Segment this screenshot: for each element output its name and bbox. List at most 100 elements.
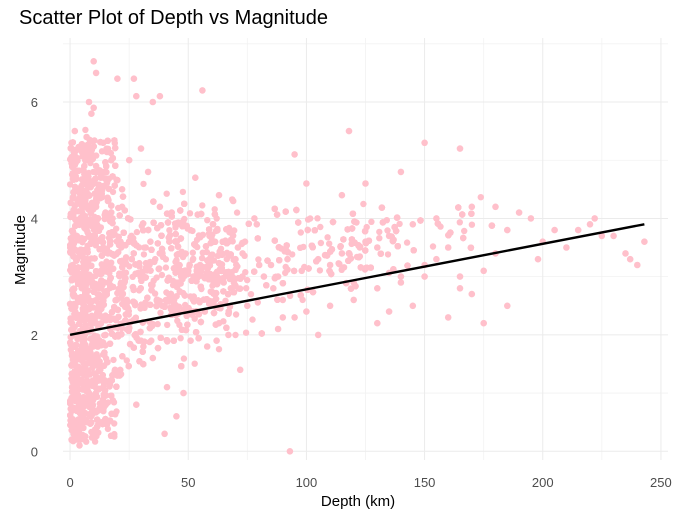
data-point (215, 191, 223, 199)
data-point (99, 244, 107, 251)
data-point (85, 98, 93, 106)
data-point (90, 395, 97, 403)
data-point (433, 215, 440, 222)
data-point (236, 366, 244, 374)
data-point (433, 255, 440, 263)
data-point (409, 221, 417, 228)
data-point (97, 279, 105, 286)
data-point (128, 232, 135, 240)
data-point (610, 232, 617, 240)
data-point (163, 383, 171, 391)
trend-line (69, 223, 645, 337)
data-point (345, 127, 353, 135)
data-point (227, 285, 235, 292)
data-point (90, 58, 97, 65)
data-point (251, 215, 258, 222)
data-point (314, 331, 322, 339)
data-point (338, 191, 346, 199)
data-point (284, 255, 291, 263)
data-point (203, 343, 211, 350)
data-point (591, 215, 598, 222)
data-point (634, 261, 641, 269)
data-point (69, 378, 76, 385)
x-tick-label: 0 (66, 475, 73, 490)
data-point (149, 98, 157, 106)
data-point (173, 413, 180, 420)
data-point (220, 279, 227, 286)
y-axis-label: Magnitude (12, 215, 29, 285)
data-point (234, 244, 242, 251)
data-point (215, 319, 223, 327)
data-point (626, 255, 634, 263)
data-point (144, 168, 152, 176)
data-point (229, 197, 237, 205)
data-point (185, 267, 192, 275)
data-point (298, 267, 306, 275)
data-point (83, 133, 90, 141)
data-point (137, 145, 145, 152)
x-tick-label: 100 (296, 475, 318, 490)
data-point (314, 255, 322, 263)
data-point (123, 296, 131, 304)
data-point (168, 209, 175, 216)
data-point (73, 436, 81, 443)
data-point (213, 337, 220, 345)
data-point (78, 424, 86, 432)
data-point (232, 255, 239, 263)
data-point (241, 238, 249, 245)
data-point (199, 87, 206, 94)
data-point (274, 325, 282, 333)
x-tick-label: 200 (532, 475, 554, 490)
data-point (385, 308, 393, 315)
data-point (206, 232, 213, 240)
data-point (480, 267, 488, 275)
data-point (130, 75, 138, 82)
y-tick-label: 6 (31, 95, 38, 110)
data-point (114, 372, 121, 379)
data-point (279, 296, 287, 304)
data-point (409, 302, 417, 310)
data-point (125, 156, 133, 164)
data-point (133, 92, 140, 100)
data-point (102, 209, 109, 216)
point-cloud (66, 126, 496, 445)
data-point (338, 250, 346, 257)
data-point (504, 302, 511, 310)
data-point (140, 343, 147, 350)
data-point (166, 238, 173, 245)
data-point (598, 232, 606, 240)
data-point (170, 308, 178, 315)
data-point (137, 337, 145, 345)
y-tick-label: 2 (31, 328, 38, 343)
data-point (279, 314, 287, 321)
data-point (92, 162, 100, 170)
data-point (480, 319, 488, 327)
data-point (253, 221, 261, 228)
data-point (118, 186, 126, 193)
x-tick-label: 50 (181, 475, 195, 490)
data-point (563, 244, 570, 251)
data-point (374, 319, 381, 327)
data-point (99, 139, 107, 147)
data-point (76, 186, 83, 193)
data-point (641, 238, 648, 245)
data-point (421, 139, 428, 147)
data-point (161, 302, 168, 310)
data-point (71, 127, 79, 135)
data-point (151, 255, 159, 263)
data-point (534, 255, 542, 263)
data-point (291, 151, 298, 158)
data-point (239, 250, 246, 257)
data-point (456, 285, 464, 292)
data-point (192, 174, 199, 181)
data-point (161, 430, 168, 438)
data-point (95, 360, 102, 368)
data-point (114, 75, 121, 82)
data-point (267, 261, 275, 269)
data-point (303, 308, 310, 315)
data-point (90, 104, 97, 112)
data-point (88, 180, 95, 187)
data-point (104, 197, 112, 205)
